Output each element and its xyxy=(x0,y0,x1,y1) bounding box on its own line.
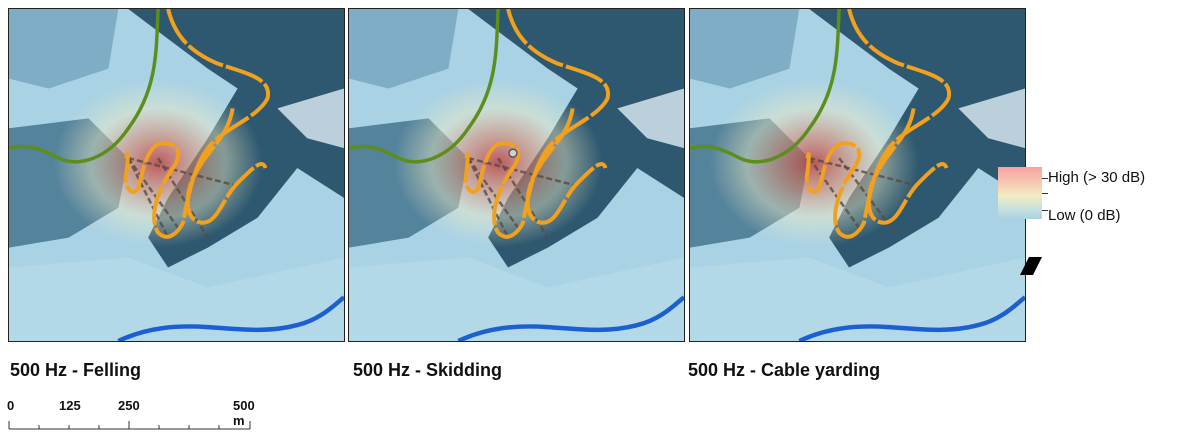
river xyxy=(798,295,1025,341)
main-road xyxy=(690,9,841,164)
terrain-mid-slope xyxy=(349,9,459,89)
forest-road xyxy=(123,9,271,239)
cable-line xyxy=(467,157,520,229)
cable-line xyxy=(467,157,510,239)
noise-legend-swatch xyxy=(998,167,1042,219)
noise-heatmap xyxy=(53,78,263,248)
forest-road-branch xyxy=(185,108,268,225)
scale-bar: 0 125 250 500 m xyxy=(7,398,258,430)
map-panel-cable-yarding xyxy=(689,8,1026,342)
caption-cable-yarding: 500 Hz - Cable yarding xyxy=(688,360,881,380)
terrain-mid-slope xyxy=(9,9,119,89)
cable-line xyxy=(127,157,180,229)
main-road xyxy=(9,9,160,164)
map-svg xyxy=(690,9,1025,341)
terrain-light-ridge xyxy=(277,88,344,149)
river xyxy=(457,295,684,341)
cable-line xyxy=(497,157,549,239)
terrain-valley xyxy=(349,257,684,341)
map-panel-felling xyxy=(8,8,345,342)
river xyxy=(117,295,344,341)
caption-skidding: 500 Hz - Skidding xyxy=(353,360,503,380)
scale-label-500: 500 m xyxy=(233,398,255,428)
terrain-valley xyxy=(690,257,1025,341)
map-svg xyxy=(349,9,684,341)
scale-label-250: 250 xyxy=(118,398,140,413)
forest-road-branch xyxy=(866,108,949,225)
cable-line xyxy=(127,157,170,239)
terrain-valley xyxy=(9,257,344,341)
forest-road xyxy=(804,9,952,239)
legend-tick-high xyxy=(1042,178,1048,179)
legend-tick-low xyxy=(1042,210,1048,211)
legend-tick-mid xyxy=(1042,193,1048,194)
terrain-light-ridge xyxy=(958,88,1025,149)
scale-label-0: 0 xyxy=(7,398,15,413)
legend-label-low: Low (0 dB) xyxy=(1048,207,1121,224)
scale-bar-ticks xyxy=(8,421,251,430)
legend-label-high: High (> 30 dB) xyxy=(1048,169,1146,186)
caption-felling: 500 Hz - Felling xyxy=(10,360,142,380)
main-road xyxy=(349,9,500,164)
map-panel-skidding xyxy=(348,8,685,342)
cable-line xyxy=(808,157,861,229)
forest-road-branch xyxy=(525,108,608,225)
forest-road xyxy=(463,9,611,239)
terrain-light-ridge xyxy=(617,88,684,149)
noise-heatmap xyxy=(393,78,603,248)
cable-line xyxy=(157,157,209,239)
skidding-position-marker xyxy=(508,148,518,158)
terrain-mid-slope xyxy=(690,9,800,89)
scale-label-125: 125 xyxy=(59,398,81,413)
map-svg xyxy=(9,9,344,341)
north-arrow-icon xyxy=(1020,257,1042,275)
